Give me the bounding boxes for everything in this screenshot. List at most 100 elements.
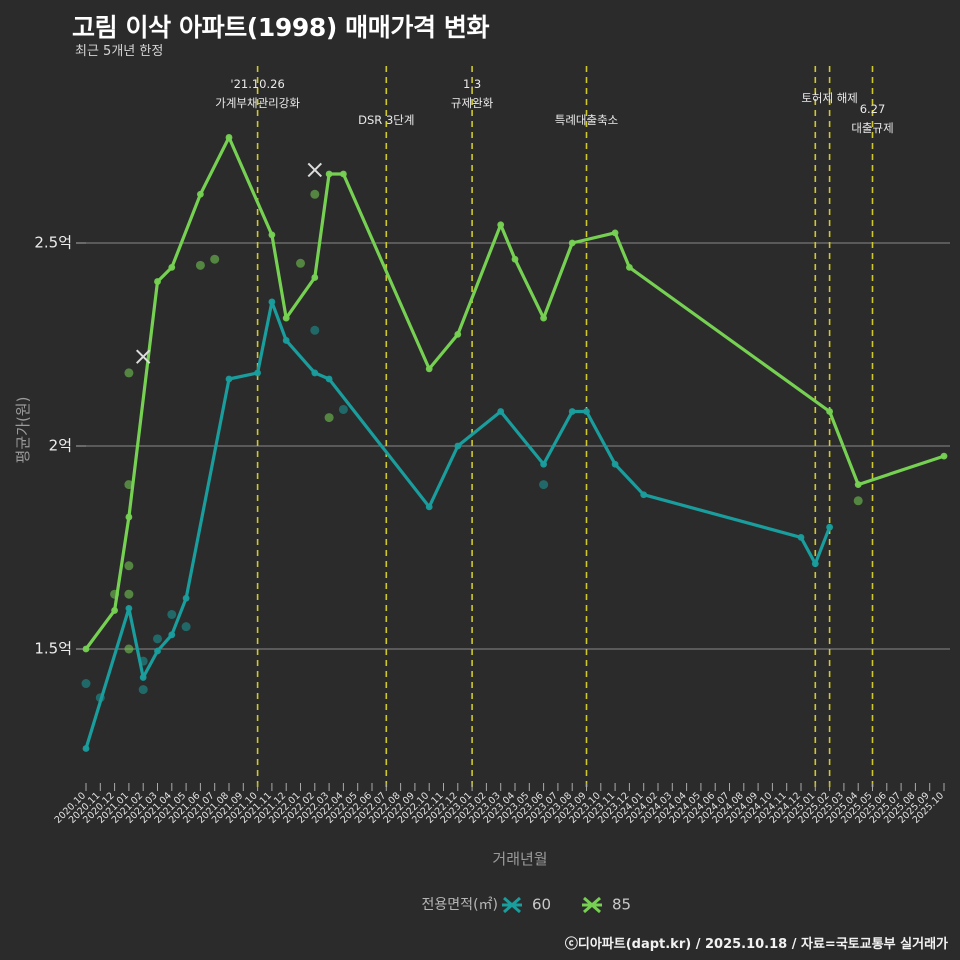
legend-item-60[interactable]: 60 xyxy=(502,896,551,914)
data-point-60 xyxy=(82,745,90,752)
legend-title: 전용면적(㎡) xyxy=(422,897,498,913)
scatter-point xyxy=(310,189,320,199)
x-marker xyxy=(135,349,151,364)
scatter-point xyxy=(124,589,134,599)
data-point-60 xyxy=(811,560,819,568)
scatter-point xyxy=(167,609,177,619)
y-axis-ticks: 1.5억 2억 2.5억 xyxy=(34,234,86,658)
data-point-60 xyxy=(254,369,261,377)
x-axis-ticks: 2020.102020.112020.122021.012021.022021.… xyxy=(53,783,946,826)
data-point-60 xyxy=(568,408,576,415)
anno-dsr-stage3-line: DSR 3단계 xyxy=(358,113,414,127)
data-point-60 xyxy=(454,442,462,450)
data-point-85 xyxy=(497,221,505,229)
data-point-60 xyxy=(497,408,505,415)
data-point-60 xyxy=(640,491,648,499)
scatter-point xyxy=(195,260,205,270)
data-point-85 xyxy=(340,170,347,178)
x-marker xyxy=(307,162,323,178)
data-point-60 xyxy=(425,503,433,511)
x-markers xyxy=(135,162,323,364)
legend-item-85[interactable]: 85 xyxy=(582,896,631,914)
data-point-85 xyxy=(225,134,233,141)
data-point-85 xyxy=(611,229,619,237)
x-axis-title: 거래년월 xyxy=(492,850,547,868)
data-point-85 xyxy=(82,645,90,653)
data-point-85 xyxy=(425,365,433,373)
data-point-60 xyxy=(268,298,276,306)
anno-dsr-stage3: DSR 3단계 xyxy=(358,113,414,127)
anno-deregulation-line: 규제완화 xyxy=(451,96,494,110)
data-point-85 xyxy=(268,231,276,239)
data-point-85 xyxy=(626,263,633,271)
data-point-85 xyxy=(540,314,547,322)
scatter-point xyxy=(338,404,348,414)
data-point-60 xyxy=(282,337,290,344)
anno-household-debt: '21.10.26 가계부채관리강화 xyxy=(215,77,300,110)
scatter-point xyxy=(181,622,191,632)
data-point-60 xyxy=(125,605,133,612)
anno-deregulation-line: 1.3 xyxy=(463,77,481,91)
anno-loan-regulation: 6.27 대출규제 xyxy=(851,102,893,135)
data-point-60 xyxy=(139,674,147,681)
legend-label-85: 85 xyxy=(612,896,631,914)
data-point-85 xyxy=(197,190,204,198)
data-point-60 xyxy=(826,523,833,531)
anno-household-debt-line: '21.10.26 xyxy=(230,77,284,91)
data-point-60 xyxy=(182,594,190,602)
scatter-point xyxy=(853,496,863,506)
data-point-85 xyxy=(168,263,176,271)
y-tick-label: 2억 xyxy=(49,437,72,455)
scatter-point xyxy=(310,325,320,335)
data-point-85 xyxy=(325,170,333,178)
data-point-60 xyxy=(168,631,176,639)
anno-household-debt-line: 가계부채관리강화 xyxy=(215,96,300,110)
anno-deregulation: 1.3 규제완화 xyxy=(451,77,494,110)
data-point-60 xyxy=(225,375,233,383)
data-point-60 xyxy=(325,375,333,383)
data-point-85 xyxy=(568,239,576,247)
data-point-60 xyxy=(540,460,547,468)
data-point-85 xyxy=(154,278,161,285)
gridlines xyxy=(86,242,950,650)
data-point-85 xyxy=(282,314,290,322)
anno-loan-regulation-line: 6.27 xyxy=(860,102,886,116)
footer-credit: ⓒ디아파트(dapt.kr) / 2025.10.18 / 자료=국토교통부 실… xyxy=(564,937,948,952)
data-point-85 xyxy=(125,513,133,521)
data-point-60 xyxy=(154,647,161,655)
series-line-60 xyxy=(84,300,832,751)
scatter-point xyxy=(124,561,134,571)
x-marker-stroke xyxy=(135,349,151,364)
data-point-85 xyxy=(311,274,319,281)
scatter-point xyxy=(324,413,334,423)
legend-label-60: 60 xyxy=(532,896,551,914)
legend[interactable]: 전용면적(㎡) 60 85 xyxy=(422,896,632,914)
axis-titles: 평균가(원) 거래년월 xyxy=(14,397,548,868)
y-tick-label: 1.5억 xyxy=(34,640,72,658)
series-vertices xyxy=(82,134,948,752)
scatter-point xyxy=(296,258,305,268)
scatter-point xyxy=(124,644,134,654)
scatter-point xyxy=(124,368,134,378)
data-point-85 xyxy=(940,452,948,460)
anno-loan-regulation-line: 대출규제 xyxy=(851,121,893,135)
data-point-60 xyxy=(583,408,590,415)
scatter-point xyxy=(210,254,220,264)
data-point-60 xyxy=(311,369,319,377)
anno-special-loan-cut-line: 특례대출축소 xyxy=(555,113,618,127)
data-point-85 xyxy=(454,330,462,338)
scatter-point xyxy=(539,480,549,490)
data-point-85 xyxy=(854,481,862,488)
data-point-85 xyxy=(111,607,118,614)
page-title: 고림 이삭 아파트(1998) 매매가격 변화 xyxy=(72,13,490,42)
anno-land-permit-lift: 토허제 해제 xyxy=(801,91,858,105)
y-axis-title: 평균가(원) xyxy=(14,397,32,464)
data-point-60 xyxy=(611,460,619,468)
scatter-point xyxy=(81,679,91,689)
scatter-point xyxy=(138,685,148,695)
data-point-85 xyxy=(826,408,833,415)
anno-special-loan-cut: 특례대출축소 xyxy=(555,113,618,127)
